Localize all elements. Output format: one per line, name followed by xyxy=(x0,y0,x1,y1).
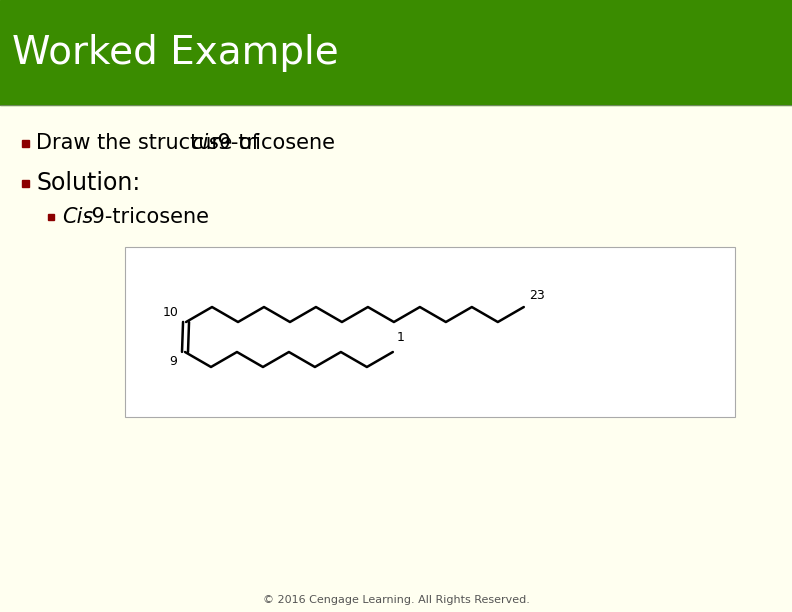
Text: 1: 1 xyxy=(397,331,405,344)
Text: cis: cis xyxy=(191,133,219,153)
Text: 9: 9 xyxy=(169,355,177,368)
Text: 10: 10 xyxy=(162,306,178,319)
Text: Draw the structure of: Draw the structure of xyxy=(36,133,266,153)
Text: Cis: Cis xyxy=(62,207,93,227)
Bar xyxy=(22,140,29,146)
Text: Worked Example: Worked Example xyxy=(12,34,339,72)
Bar xyxy=(22,179,29,187)
Text: Solution:: Solution: xyxy=(36,171,140,195)
Bar xyxy=(125,247,735,417)
Bar xyxy=(0,0,792,105)
Bar xyxy=(48,214,54,220)
Text: 23: 23 xyxy=(529,289,545,302)
Text: -9-tricosene: -9-tricosene xyxy=(210,133,335,153)
Text: © 2016 Cengage Learning. All Rights Reserved.: © 2016 Cengage Learning. All Rights Rese… xyxy=(263,595,529,605)
Text: -9-tricosene: -9-tricosene xyxy=(84,207,209,227)
